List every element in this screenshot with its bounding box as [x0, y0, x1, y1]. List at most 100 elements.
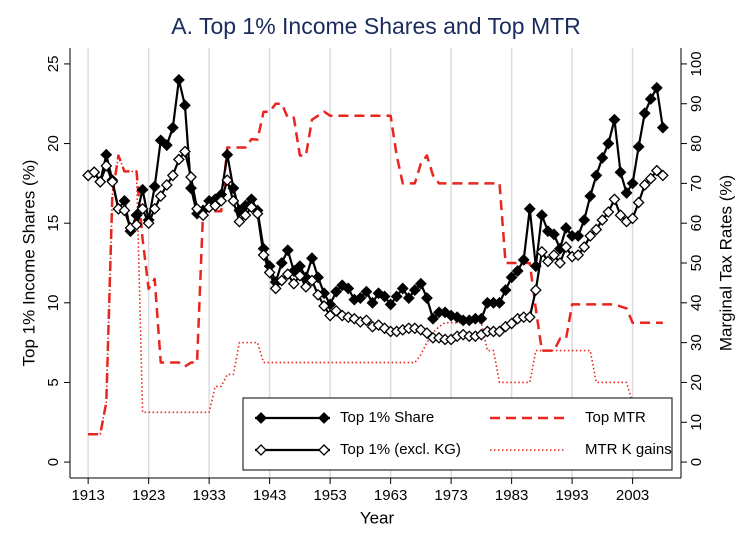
- marker: [584, 190, 597, 203]
- marker: [433, 331, 445, 344]
- y2-tick-label: 60: [688, 215, 705, 232]
- marker: [275, 274, 288, 287]
- marker: [179, 99, 191, 112]
- marker: [136, 202, 149, 215]
- x-tick-label: 1983: [495, 487, 528, 504]
- y2-tick-label: 70: [688, 175, 705, 192]
- marker: [100, 148, 113, 161]
- marker: [535, 245, 548, 258]
- marker: [560, 222, 572, 234]
- marker: [130, 218, 143, 231]
- marker: [215, 194, 228, 207]
- x-tick-label: 1943: [253, 487, 286, 504]
- marker: [300, 280, 312, 293]
- marker: [142, 217, 155, 230]
- marker: [136, 183, 149, 196]
- y-tick-label: 15: [45, 215, 62, 232]
- marker: [269, 282, 282, 295]
- marker: [475, 312, 488, 325]
- marker: [233, 215, 246, 228]
- chart-title: A. Top 1% Income Shares and Top MTR: [171, 13, 581, 39]
- marker: [245, 201, 258, 214]
- x-axis-label: Year: [360, 508, 395, 527]
- marker: [185, 171, 197, 183]
- marker: [596, 214, 609, 226]
- marker: [602, 137, 615, 150]
- y2-tick-label: 40: [688, 294, 705, 311]
- marker: [112, 202, 125, 215]
- marker: [312, 288, 324, 301]
- marker: [608, 193, 621, 206]
- marker: [239, 209, 252, 222]
- marker: [421, 292, 433, 304]
- y2-tick-label: 50: [688, 255, 705, 272]
- marker: [396, 282, 409, 295]
- marker: [427, 312, 439, 325]
- x-tick-label: 1923: [132, 487, 165, 504]
- marker: [578, 241, 591, 253]
- marker: [172, 73, 185, 86]
- marker: [263, 266, 276, 279]
- marker: [148, 202, 161, 215]
- marker: [255, 412, 267, 424]
- marker: [584, 230, 597, 242]
- marker: [614, 209, 627, 222]
- marker: [154, 190, 167, 203]
- marker: [650, 81, 663, 94]
- y2-tick-label: 90: [688, 95, 705, 112]
- marker: [366, 296, 379, 309]
- marker: [590, 169, 603, 182]
- y2-tick-label: 0: [688, 458, 705, 466]
- marker: [541, 255, 554, 268]
- marker: [148, 180, 161, 193]
- marker: [614, 166, 627, 179]
- marker: [330, 285, 343, 298]
- marker: [160, 139, 173, 152]
- y-tick-label: 0: [45, 458, 62, 466]
- marker: [318, 412, 330, 424]
- marker: [227, 194, 240, 207]
- y2-axis-label: Marginal Tax Rates (%): [716, 175, 735, 351]
- marker: [354, 292, 367, 304]
- marker: [342, 282, 355, 295]
- y2-tick-label: 10: [688, 414, 705, 431]
- marker: [408, 284, 421, 296]
- y-tick-label: 10: [45, 294, 62, 311]
- marker: [505, 271, 518, 284]
- marker: [275, 257, 288, 269]
- marker: [402, 292, 415, 304]
- marker: [560, 241, 572, 253]
- y-axis-label: Top 1% Income Shares (%): [19, 160, 38, 367]
- marker: [166, 169, 179, 182]
- marker: [572, 249, 585, 261]
- y2-tick-label: 80: [688, 135, 705, 152]
- marker: [523, 311, 536, 324]
- marker: [191, 202, 203, 215]
- marker: [384, 298, 397, 311]
- marker: [251, 207, 264, 220]
- marker: [221, 148, 234, 161]
- marker: [372, 319, 385, 332]
- marker: [626, 177, 639, 190]
- marker: [318, 300, 330, 312]
- marker: [255, 444, 267, 456]
- marker: [106, 175, 119, 188]
- marker: [608, 113, 621, 126]
- marker: [336, 309, 349, 322]
- marker: [257, 249, 270, 261]
- x-tick-label: 1913: [71, 487, 104, 504]
- marker: [511, 265, 524, 277]
- marker: [632, 196, 645, 209]
- marker: [306, 252, 318, 265]
- marker: [644, 172, 657, 185]
- marker: [529, 284, 542, 296]
- marker: [548, 249, 560, 261]
- legend-label: Top MTR: [585, 409, 646, 426]
- marker: [523, 202, 536, 215]
- marker: [88, 166, 101, 179]
- y-tick-label: 5: [45, 378, 62, 386]
- x-tick-label: 1993: [555, 487, 588, 504]
- y2-tick-label: 30: [688, 334, 705, 351]
- marker: [656, 121, 669, 134]
